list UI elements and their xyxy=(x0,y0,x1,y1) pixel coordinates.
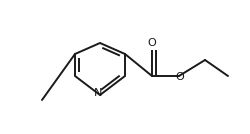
Text: N: N xyxy=(94,88,102,98)
Text: O: O xyxy=(176,72,184,82)
Text: O: O xyxy=(148,38,156,48)
